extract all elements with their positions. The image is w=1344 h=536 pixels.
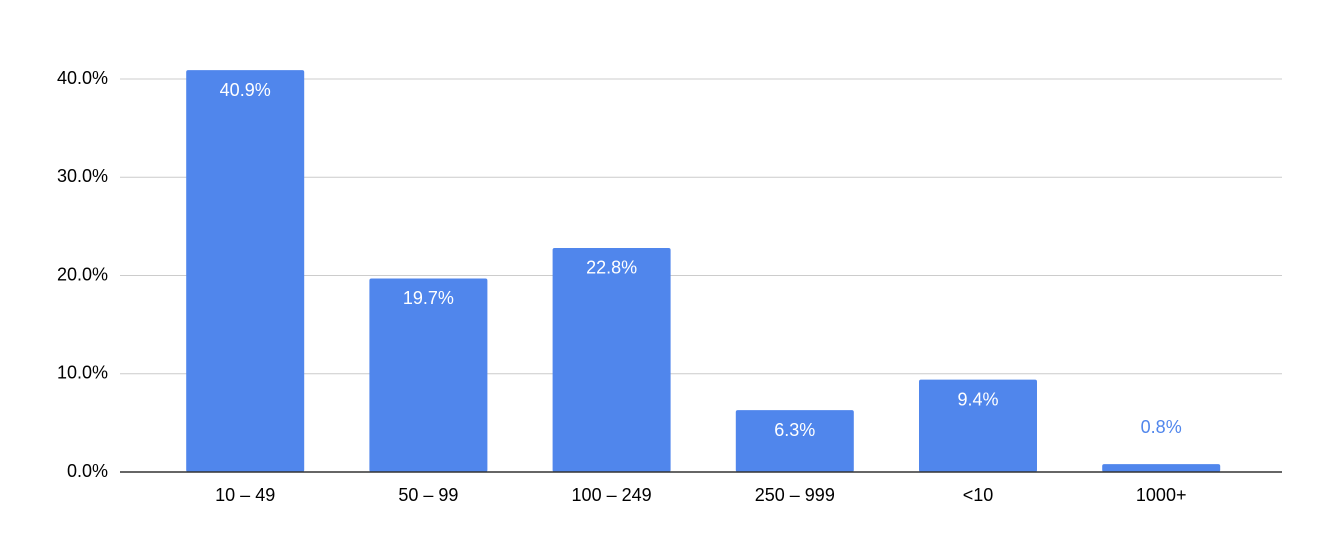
value-label: 0.8% — [1141, 417, 1182, 437]
bar — [369, 278, 488, 472]
y-tick-label: 40.0% — [57, 68, 108, 88]
x-tick-label: <10 — [963, 485, 994, 505]
bar — [552, 247, 671, 472]
bar — [186, 70, 305, 472]
value-label: 6.3% — [774, 420, 815, 440]
x-tick-label: 1000+ — [1136, 485, 1187, 505]
y-tick-label: 10.0% — [57, 363, 108, 383]
bar — [735, 410, 854, 472]
value-label: 19.7% — [403, 288, 454, 308]
y-tick-label: 30.0% — [57, 166, 108, 186]
value-label: 40.9% — [220, 80, 271, 100]
x-tick-label: 250 – 999 — [755, 485, 835, 505]
x-tick-label: 50 – 99 — [398, 485, 458, 505]
y-tick-label: 0.0% — [67, 461, 108, 481]
x-tick-label: 100 – 249 — [572, 485, 652, 505]
value-label: 9.4% — [957, 389, 998, 409]
x-tick-label: 10 – 49 — [215, 485, 275, 505]
bar — [919, 379, 1037, 472]
y-tick-label: 20.0% — [57, 264, 108, 284]
value-label: 22.8% — [586, 258, 637, 278]
bar — [1102, 464, 1221, 472]
